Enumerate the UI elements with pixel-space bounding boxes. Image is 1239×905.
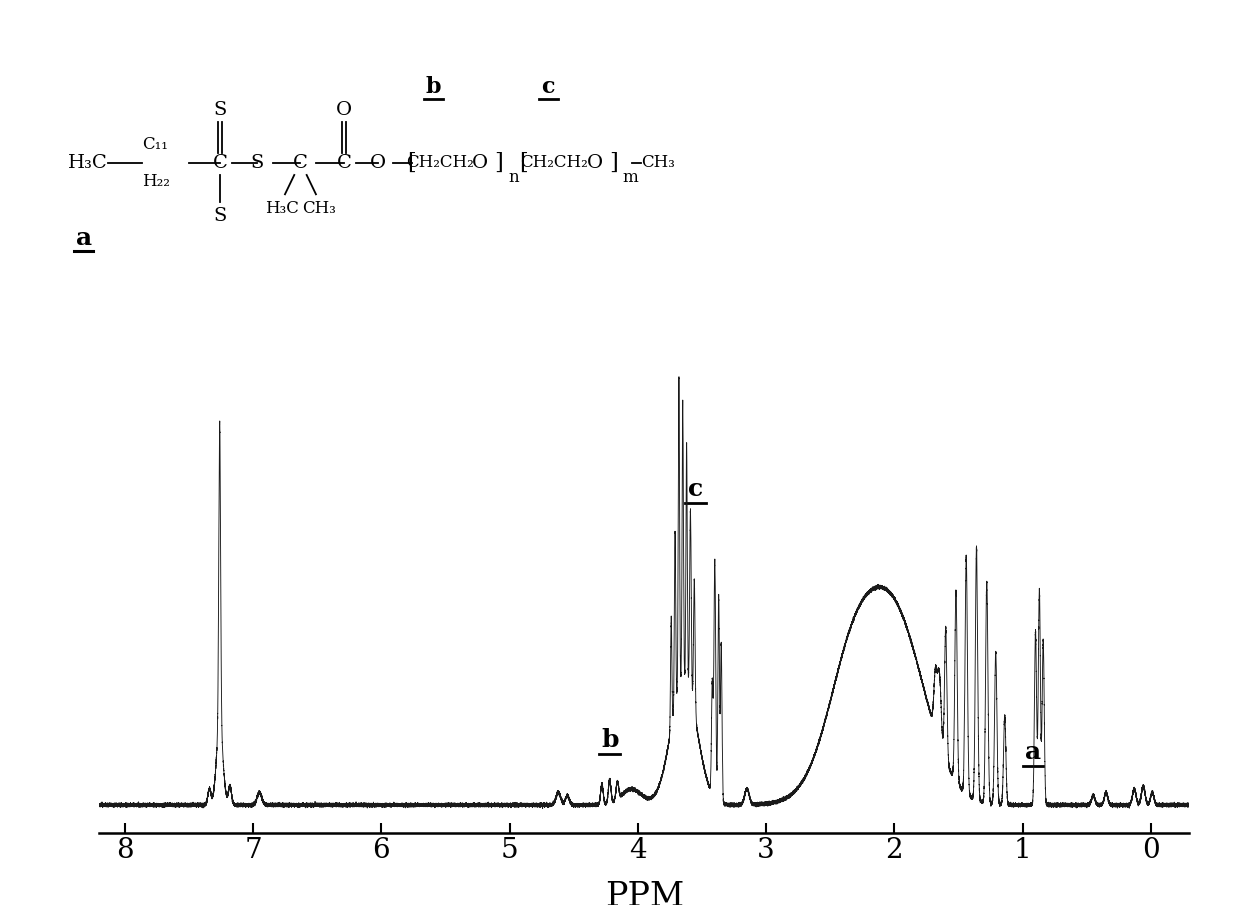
Text: S: S	[213, 207, 227, 225]
Text: b: b	[601, 728, 618, 752]
Text: m: m	[623, 169, 638, 186]
Text: O: O	[472, 154, 488, 172]
Text: [: [	[519, 152, 528, 174]
Text: S: S	[213, 100, 227, 119]
Text: O: O	[586, 154, 603, 172]
Text: C: C	[292, 154, 309, 172]
Text: CH₂CH₂: CH₂CH₂	[406, 155, 473, 171]
Text: S: S	[250, 154, 264, 172]
Text: b: b	[426, 76, 441, 98]
Text: H₂₂: H₂₂	[142, 173, 170, 189]
Text: c: c	[688, 477, 704, 501]
Text: a: a	[76, 225, 92, 250]
Text: C₁₁: C₁₁	[142, 137, 169, 153]
Text: n: n	[508, 169, 519, 186]
Text: CH₃: CH₃	[642, 155, 675, 171]
Text: C: C	[212, 154, 228, 172]
Text: C: C	[336, 154, 352, 172]
Text: [: [	[408, 152, 416, 174]
Text: a: a	[1025, 739, 1041, 764]
Text: CH₂CH₂: CH₂CH₂	[520, 155, 589, 171]
Text: ]: ]	[608, 152, 618, 174]
Text: ]: ]	[494, 152, 503, 174]
X-axis label: PPM: PPM	[605, 881, 684, 905]
Text: O: O	[336, 100, 352, 119]
Text: H₃C: H₃C	[68, 154, 108, 172]
Text: c: c	[541, 76, 555, 98]
Text: H₃C: H₃C	[265, 200, 299, 217]
Text: CH₃: CH₃	[302, 200, 336, 217]
Text: O: O	[369, 154, 387, 172]
